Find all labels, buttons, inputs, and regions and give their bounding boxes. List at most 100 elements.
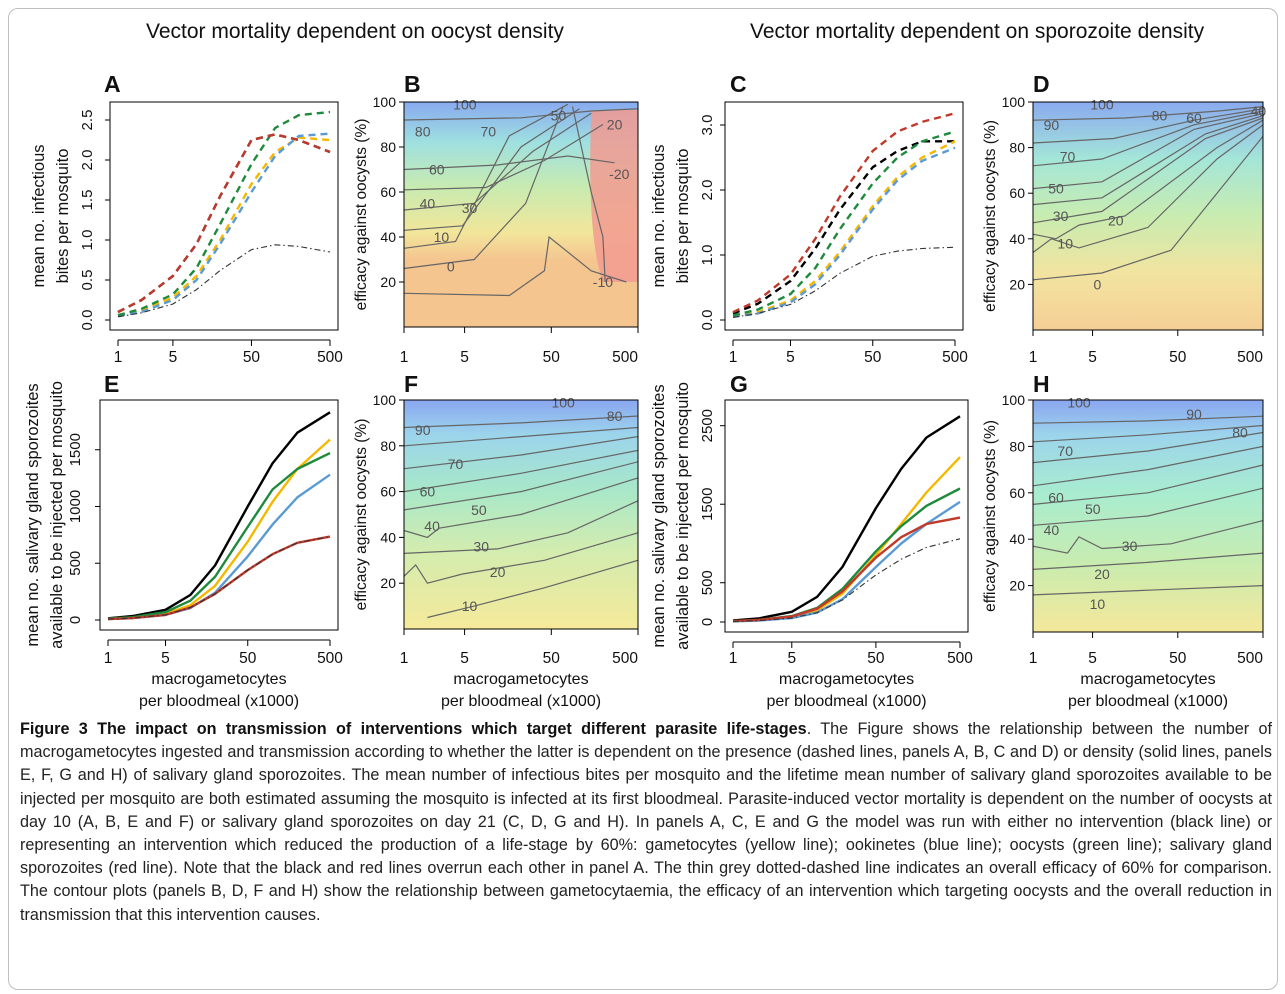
y-axis-label-a-line1: mean no. infectious [30,144,48,287]
x-tick-label-c: 500 [942,349,968,366]
y-tick-label-d: 40 [1009,231,1025,247]
contour-label-h-1: 90 [1186,406,1202,422]
y-tick-label-e: 1500 [67,433,84,466]
x-tick-label-g: 1 [729,650,738,667]
x-tick-label-b: 50 [543,349,561,366]
series-line-c-sporozoites [733,113,955,312]
y-tick-label-d: 80 [1009,140,1025,156]
contour-label-d-3: 70 [1060,149,1076,165]
series-line-e-reference [108,537,330,620]
contour-label-h-3: 70 [1057,443,1073,459]
x-axis-label-h-line2: per bloodmeal (x1000) [1068,693,1228,710]
caption-body: . The Figure shows the relationship betw… [20,720,1272,924]
x-axis-label-f-line2: per bloodmeal (x1000) [441,693,601,710]
y-axis-label-g-line1: mean no. salivary gland sporozoites [650,384,668,647]
plot-border-e [100,400,338,630]
x-axis-label-e-line2: per bloodmeal (x1000) [139,693,299,710]
x-tick-label-a: 5 [169,349,178,366]
figure-panels: A 0.0 0.5 1.0 1.5 2.0 2.5 mean no. infectious bi… [0,0,1285,712]
y-tick-label-h: 60 [1009,485,1025,501]
contour-label-d-10: 0 [1094,276,1102,292]
x-tick-label-c: 1 [729,349,738,366]
y-tick-label-d: 60 [1009,185,1025,201]
y-tick-label-g: 2500 [699,409,716,442]
y-tick-label-a: 0.5 [79,270,96,291]
contour-label-h-4: 60 [1048,489,1064,505]
x-tick-label-d: 500 [1237,349,1263,366]
x-tick-label-h: 1 [1029,650,1038,667]
contour-label-b-8: 10 [434,229,450,245]
series-line-c-gametocytes [733,141,955,316]
panel-letter-e: E [104,371,119,397]
series-line-g-reference [733,539,960,622]
panel-letter-f: F [404,371,418,397]
series-line-c-reference [733,247,955,317]
y-tick-label-g: 0 [699,618,716,626]
contour-label-f-5: 50 [471,502,487,518]
x-tick-label-h: 5 [1088,650,1097,667]
x-tick-label-g: 500 [947,650,973,667]
contour-label-d-5: 50 [1048,181,1064,197]
y-tick-label-c: 3.0 [699,115,716,136]
series-line-e-sporozoites [108,537,330,620]
contour-label-b-6: 30 [462,200,478,216]
x-tick-label-e: 5 [161,650,170,667]
y-axis-label-g-line2: available to be injected per mosquito [674,382,692,650]
y-tick-label-a: 2.5 [79,110,96,131]
x-tick-label-c: 50 [864,349,882,366]
contour-label-f-8: 20 [490,564,506,580]
panel-letter-d: D [1033,71,1050,97]
panel-letter-a: A [104,71,121,97]
y-axis-label-b: efficacy against oocysts (%) [353,119,370,311]
y-axis-label-c-line1: mean no. infectious [650,144,668,287]
contour-label-f-6: 40 [424,518,440,534]
x-tick-label-a: 1 [114,349,123,366]
y-tick-label-e: 1000 [67,490,84,523]
plot-border-c [725,102,963,330]
y-tick-label-b: 40 [380,229,396,245]
x-tick-label-g: 50 [867,650,885,667]
x-tick-label-d: 1 [1029,349,1038,366]
x-tick-label-d: 50 [1169,349,1187,366]
contour-label-h-9: 10 [1090,596,1106,612]
panel-letter-g: G [730,371,748,397]
contour-label-f-9: 10 [462,598,478,614]
y-axis-label-d: efficacy against oocysts (%) [982,120,999,312]
contour-label-b-10: -20 [609,166,629,182]
contour-label-f-3: 70 [448,456,464,472]
series-line-g-oocysts [733,489,960,622]
contour-label-b-1: 80 [415,123,431,139]
x-tick-label-b: 500 [612,349,638,366]
contour-label-b-9: 0 [447,258,455,274]
y-tick-label-b: 80 [380,139,396,155]
y-tick-label-h: 40 [1009,531,1025,547]
contour-label-h-8: 20 [1094,566,1110,582]
y-tick-label-f: 100 [373,392,397,408]
heatmap-b-negative-region [590,110,638,282]
y-axis-label-e-line1: mean no. salivary gland sporozoites [24,383,42,646]
y-tick-label-g: 1500 [699,488,716,521]
y-tick-label-b: 20 [380,274,396,290]
contour-label-b-11: -10 [593,274,613,290]
contour-label-d-2: 80 [1152,108,1168,124]
caption-title: Figure 3 The impact on transmission of i… [20,720,807,738]
series-line-a-reference [118,245,330,317]
plot-border-a [110,102,338,330]
x-tick-label-f: 500 [612,650,638,667]
x-tick-label-h: 500 [1237,650,1263,667]
contour-label-f-4: 60 [420,484,436,500]
panel-letter-c: C [730,71,747,97]
y-tick-label-h: 100 [1002,392,1026,408]
series-line-a-gametocytes [118,138,330,316]
x-axis-label-g-line2: per bloodmeal (x1000) [766,693,926,710]
contour-label-d-6: 40 [1251,103,1267,119]
contour-label-b-2: 70 [480,123,496,139]
y-tick-label-a: 0.0 [79,310,96,331]
y-axis-label-h: efficacy against oocysts (%) [982,420,999,612]
x-axis-label-g-line1: macrogametocytes [779,671,914,688]
y-tick-label-b: 60 [380,184,396,200]
x-tick-label-b: 5 [460,349,469,366]
y-tick-label-f: 40 [380,529,396,545]
y-tick-label-c: 2.0 [699,180,716,201]
contour-label-d-9: 10 [1057,235,1073,251]
